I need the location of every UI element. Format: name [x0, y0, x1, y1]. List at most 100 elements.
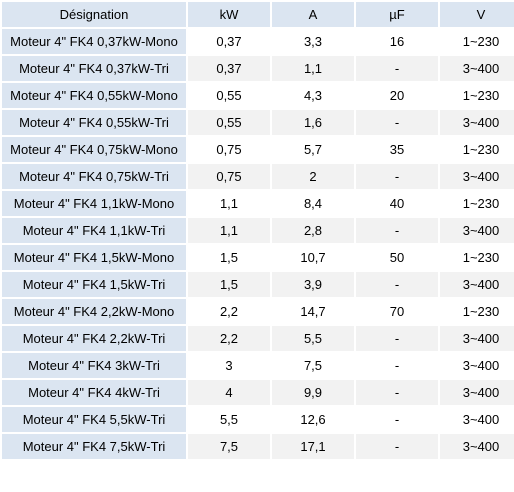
cell-uf: 20 — [356, 83, 438, 108]
table-row: Moteur 4" FK4 1,5kW-Tri 1,5 3,9-3~400 — [2, 272, 514, 297]
cell-kw: 0,55 — [188, 110, 270, 135]
table-row: Moteur 4" FK4 0,75kW-Mono 0,75 5,7 35 1~230 — [2, 137, 514, 162]
cell-designation: Moteur 4" FK4 0,75kW-Mono — [2, 137, 186, 162]
cell-uf: - — [356, 164, 438, 189]
cell-uf: - — [356, 326, 438, 351]
cell-uf: - — [356, 407, 438, 432]
cell-uf: 70 — [356, 299, 438, 324]
cell-a: 12,6 — [272, 407, 354, 432]
table-row: Moteur 4" FK4 5,5kW-Tri 5,5 12,6-3~400 — [2, 407, 514, 432]
cell-a: 2,8 — [272, 218, 354, 243]
cell-designation: Moteur 4" FK4 3kW-Tri — [2, 353, 186, 378]
cell-designation: Moteur 4" FK4 0,75kW-Tri — [2, 164, 186, 189]
cell-kw: 0,37 — [188, 56, 270, 81]
header-uf: µF — [356, 2, 438, 27]
cell-a: 10,7 — [272, 245, 354, 270]
cell-v: 3~400 — [440, 56, 514, 81]
table-row: Moteur 4" FK4 4kW-Tri 4 9,9-3~400 — [2, 380, 514, 405]
cell-designation: Moteur 4" FK4 0,55kW-Tri — [2, 110, 186, 135]
cell-kw: 2,2 — [188, 326, 270, 351]
table-row: Moteur 4" FK4 3kW-Tri 3 7,5-3~400 — [2, 353, 514, 378]
cell-designation: Moteur 4" FK4 5,5kW-Tri — [2, 407, 186, 432]
cell-designation: Moteur 4" FK4 2,2kW-Mono — [2, 299, 186, 324]
table-row: Moteur 4" FK4 2,2kW-Tri 2,2 5,5-3~400 — [2, 326, 514, 351]
cell-v: 3~400 — [440, 272, 514, 297]
cell-a: 1,1 — [272, 56, 354, 81]
cell-uf: - — [356, 56, 438, 81]
header-row: Désignation kW A µF V — [2, 2, 514, 27]
cell-uf: 35 — [356, 137, 438, 162]
cell-a: 4,3 — [272, 83, 354, 108]
cell-v: 1~230 — [440, 299, 514, 324]
cell-kw: 0,37 — [188, 29, 270, 54]
table-row: Moteur 4" FK4 1,5kW-Mono 1,5 10,7 50 1~230 — [2, 245, 514, 270]
cell-v: 1~230 — [440, 29, 514, 54]
header-v: V — [440, 2, 514, 27]
cell-uf: - — [356, 434, 438, 459]
table-row: Moteur 4" FK4 0,55kW-Mono 0,55 4,3 20 1~230 — [2, 83, 514, 108]
cell-v: 3~400 — [440, 380, 514, 405]
cell-a: 9,9 — [272, 380, 354, 405]
cell-uf: 40 — [356, 191, 438, 216]
header-a: A — [272, 2, 354, 27]
cell-kw: 5,5 — [188, 407, 270, 432]
table-row: Moteur 4" FK4 7,5kW-Tri 7,5 17,1-3~400 — [2, 434, 514, 459]
header-designation: Désignation — [2, 2, 186, 27]
cell-a: 3,3 — [272, 29, 354, 54]
cell-designation: Moteur 4" FK4 0,37kW-Mono — [2, 29, 186, 54]
cell-a: 5,5 — [272, 326, 354, 351]
cell-a: 5,7 — [272, 137, 354, 162]
cell-designation: Moteur 4" FK4 1,5kW-Mono — [2, 245, 186, 270]
cell-uf: - — [356, 380, 438, 405]
cell-v: 3~400 — [440, 434, 514, 459]
table-body: Moteur 4" FK4 0,37kW-Mono 0,37 3,3 16 1~230 M… — [2, 29, 514, 459]
cell-v: 1~230 — [440, 191, 514, 216]
cell-v: 3~400 — [440, 218, 514, 243]
cell-designation: Moteur 4" FK4 2,2kW-Tri — [2, 326, 186, 351]
cell-kw: 7,5 — [188, 434, 270, 459]
cell-v: 1~230 — [440, 137, 514, 162]
table-row: Moteur 4" FK4 1,1kW-Mono 1,1 8,4 40 1~230 — [2, 191, 514, 216]
motor-spec-table: Désignation kW A µF V Moteur 4" FK4 0,37… — [2, 2, 514, 459]
cell-designation: Moteur 4" FK4 7,5kW-Tri — [2, 434, 186, 459]
cell-designation: Moteur 4" FK4 4kW-Tri — [2, 380, 186, 405]
cell-uf: 50 — [356, 245, 438, 270]
cell-uf: - — [356, 353, 438, 378]
cell-a: 1,6 — [272, 110, 354, 135]
table-row: Moteur 4" FK4 0,55kW-Tri 0,55 1,6-3~400 — [2, 110, 514, 135]
cell-a: 8,4 — [272, 191, 354, 216]
cell-v: 3~400 — [440, 110, 514, 135]
cell-uf: 16 — [356, 29, 438, 54]
cell-a: 17,1 — [272, 434, 354, 459]
table-row: Moteur 4" FK4 0,37kW-Tri 0,37 1,1-3~400 — [2, 56, 514, 81]
cell-kw: 4 — [188, 380, 270, 405]
cell-v: 1~230 — [440, 245, 514, 270]
cell-kw: 1,1 — [188, 218, 270, 243]
cell-kw: 0,55 — [188, 83, 270, 108]
cell-designation: Moteur 4" FK4 1,1kW-Mono — [2, 191, 186, 216]
cell-kw: 1,5 — [188, 245, 270, 270]
cell-a: 14,7 — [272, 299, 354, 324]
cell-uf: - — [356, 218, 438, 243]
cell-v: 1~230 — [440, 83, 514, 108]
cell-designation: Moteur 4" FK4 0,55kW-Mono — [2, 83, 186, 108]
header-kw: kW — [188, 2, 270, 27]
cell-kw: 3 — [188, 353, 270, 378]
cell-a: 2 — [272, 164, 354, 189]
cell-designation: Moteur 4" FK4 1,1kW-Tri — [2, 218, 186, 243]
cell-kw: 0,75 — [188, 164, 270, 189]
cell-uf: - — [356, 272, 438, 297]
cell-kw: 0,75 — [188, 137, 270, 162]
table-row: Moteur 4" FK4 0,37kW-Mono 0,37 3,3 16 1~230 — [2, 29, 514, 54]
table-row: Moteur 4" FK4 2,2kW-Mono 2,2 14,7 70 1~230 — [2, 299, 514, 324]
cell-v: 3~400 — [440, 353, 514, 378]
table-header: Désignation kW A µF V — [2, 2, 514, 27]
cell-v: 3~400 — [440, 326, 514, 351]
cell-kw: 2,2 — [188, 299, 270, 324]
cell-a: 3,9 — [272, 272, 354, 297]
cell-v: 3~400 — [440, 407, 514, 432]
table-row: Moteur 4" FK4 0,75kW-Tri 0,75 2-3~400 — [2, 164, 514, 189]
cell-kw: 1,5 — [188, 272, 270, 297]
cell-designation: Moteur 4" FK4 1,5kW-Tri — [2, 272, 186, 297]
cell-uf: - — [356, 110, 438, 135]
